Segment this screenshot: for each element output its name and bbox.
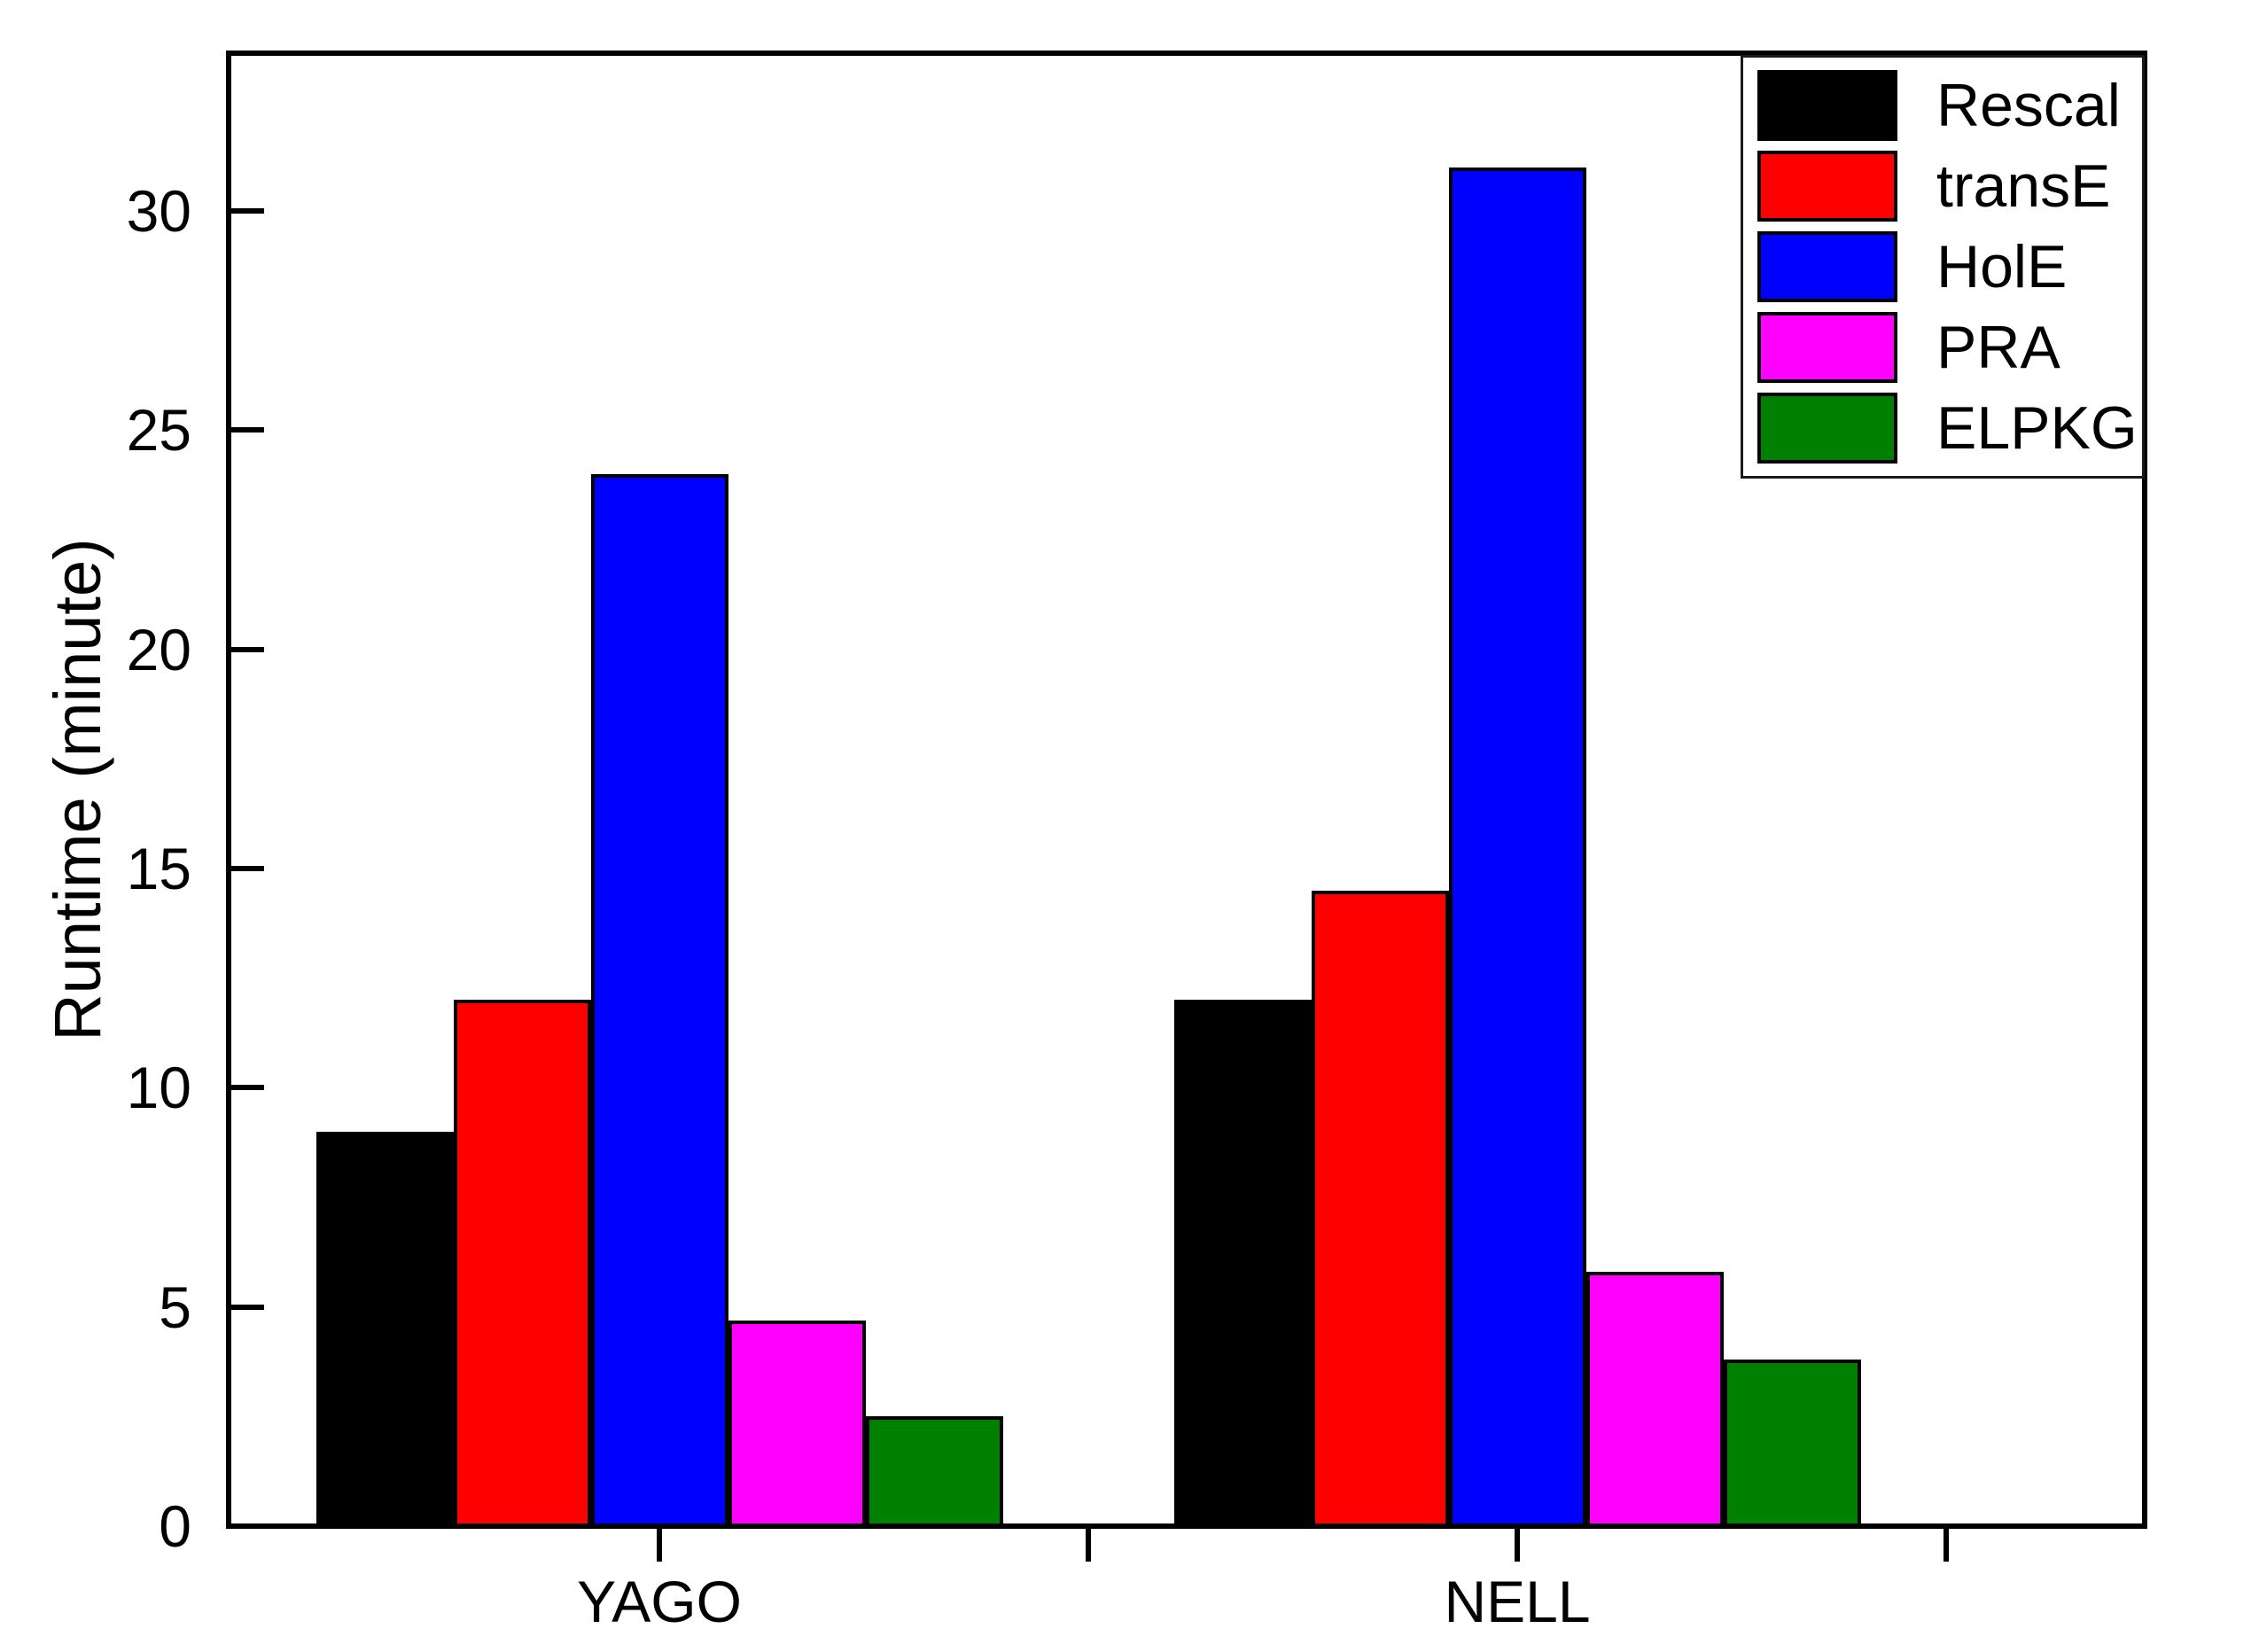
legend-item-pra: PRA — [1757, 312, 2128, 383]
y-tick-mark — [229, 1523, 264, 1529]
y-tick-mark — [229, 427, 264, 433]
bar-nell-rescal — [1173, 1000, 1312, 1526]
legend-label: transE — [1936, 152, 2111, 220]
y-tick-mark — [229, 1304, 264, 1310]
bar-nell-transe — [1311, 890, 1449, 1526]
y-tick-mark — [229, 866, 264, 872]
legend-label: Rescal — [1936, 72, 2121, 139]
legend-label: ELPKG — [1936, 394, 2138, 462]
bar-nell-hole — [1448, 167, 1586, 1526]
legend-label: PRA — [1936, 314, 2060, 381]
y-tick-label: 10 — [126, 1055, 191, 1121]
legend-item-elpkg: ELPKG — [1757, 393, 2138, 464]
bar-nell-elpkg — [1723, 1360, 1861, 1526]
y-axis-title: Runtime (minute) — [41, 538, 114, 1041]
y-tick-label: 25 — [126, 397, 191, 464]
x-tick-mark — [1086, 1526, 1091, 1562]
bar-yago-elpkg — [865, 1416, 1003, 1526]
y-tick-label: 20 — [126, 616, 191, 682]
bar-yago-rescal — [315, 1131, 454, 1526]
legend-swatch-pra — [1757, 312, 1897, 383]
y-tick-label: 15 — [126, 836, 191, 902]
legend-swatch-hole — [1757, 231, 1897, 302]
legend-swatch-transe — [1757, 151, 1897, 222]
bar-yago-hole — [590, 473, 728, 1526]
y-tick-mark — [229, 646, 264, 652]
legend-item-rescal: Rescal — [1757, 70, 2128, 141]
bar-yago-pra — [728, 1320, 866, 1526]
y-tick-label: 30 — [126, 178, 191, 245]
bar-nell-pra — [1585, 1272, 1724, 1526]
x-tick-mark — [657, 1526, 662, 1562]
legend-label: HolE — [1936, 233, 2068, 300]
legend-item-transe: transE — [1757, 151, 2128, 222]
x-tick-mark — [1944, 1526, 1949, 1562]
legend-swatch-rescal — [1757, 70, 1897, 141]
legend: Rescal transE HolE PRA ELPKG — [1741, 55, 2145, 479]
bar-yago-transe — [453, 1000, 591, 1526]
x-category-label: YAGO — [577, 1569, 742, 1634]
x-tick-mark — [1515, 1526, 1520, 1562]
legend-item-hole: HolE — [1757, 231, 2128, 302]
y-tick-label: 0 — [159, 1493, 191, 1559]
x-category-label: NELL — [1444, 1569, 1591, 1634]
y-tick-label: 5 — [159, 1274, 191, 1340]
y-tick-mark — [229, 208, 264, 214]
legend-swatch-elpkg — [1757, 393, 1897, 464]
y-tick-mark — [229, 1085, 264, 1091]
